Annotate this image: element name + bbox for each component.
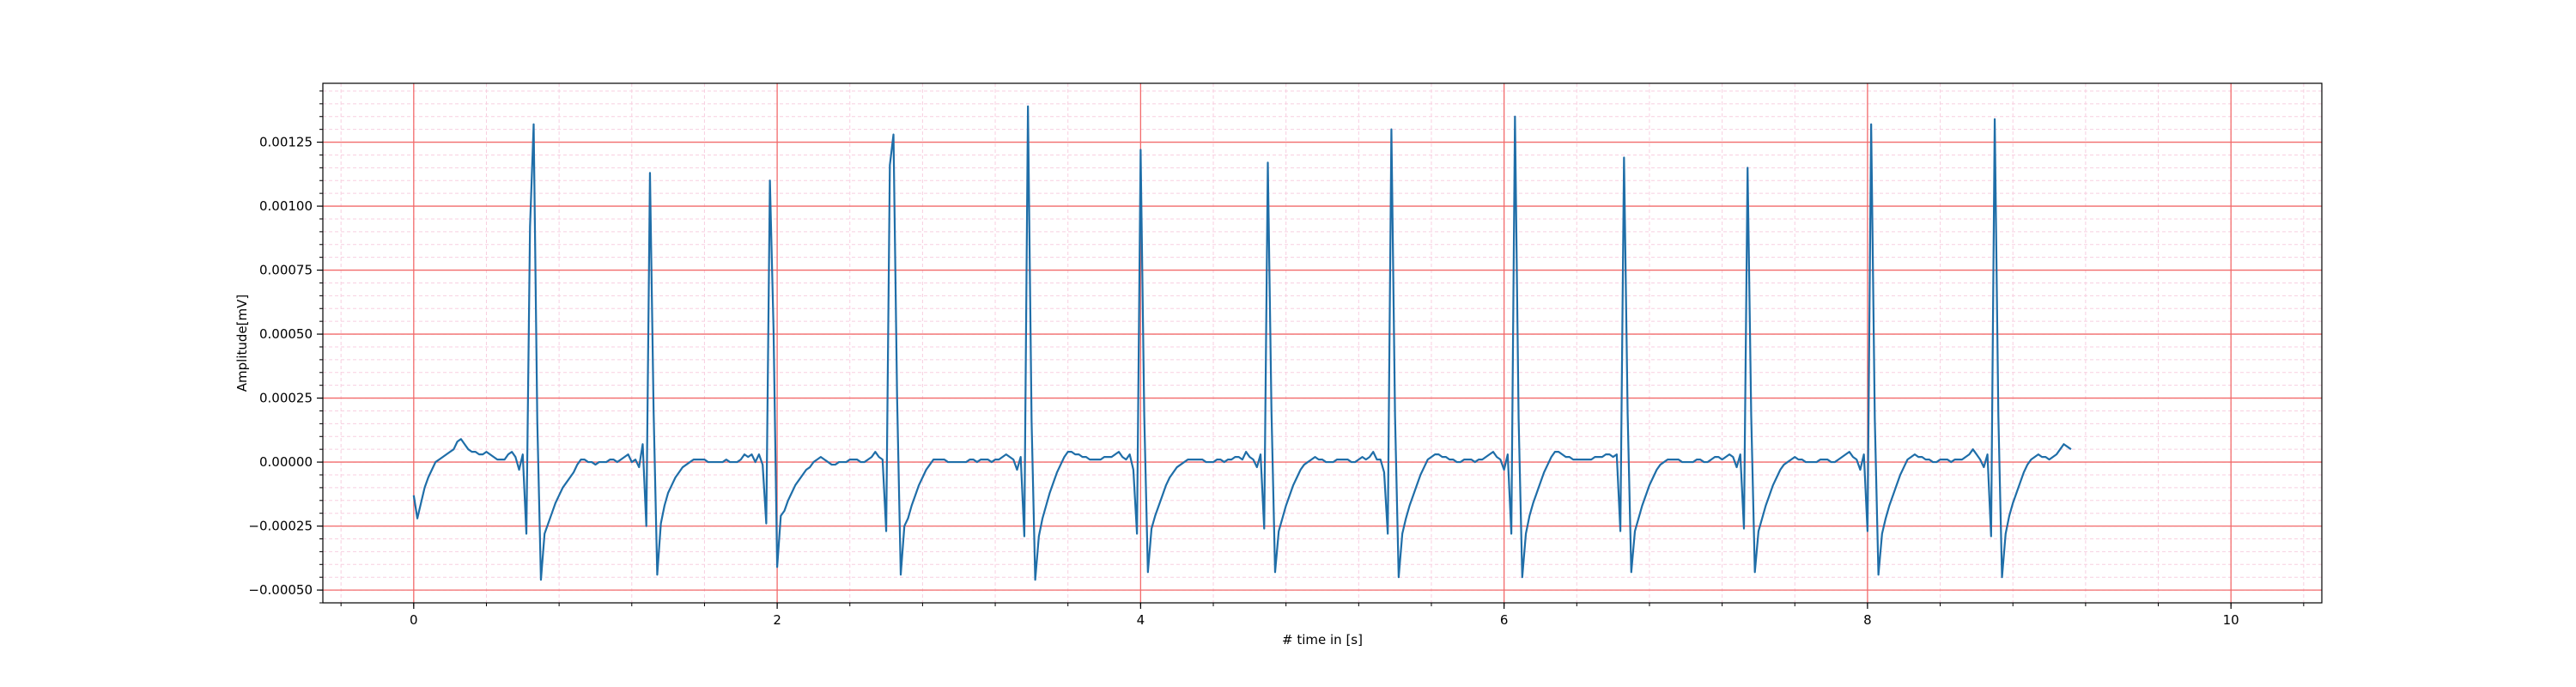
- series-layer: [412, 105, 2072, 581]
- y-axis-label: Amplitude[mV]: [234, 295, 250, 392]
- y-tick-label: −0.00050: [248, 582, 313, 598]
- x-tick-label: 6: [1500, 612, 1509, 628]
- y-tick-label: 0.00050: [259, 326, 313, 342]
- x-tick-label: 2: [773, 612, 781, 628]
- x-tick-label: 0: [410, 612, 418, 628]
- x-tick-label: 4: [1137, 612, 1145, 628]
- x-axis-ticks: 0 2 4 6 8 10: [340, 603, 2305, 628]
- x-tick-label: 10: [2223, 612, 2239, 628]
- y-tick-label: 0.00075: [259, 263, 313, 278]
- ecg-series-line: [412, 105, 2072, 581]
- y-tick-label: 0.00025: [259, 391, 313, 406]
- plot-frame: [322, 82, 2323, 604]
- x-tick-label: 8: [1863, 612, 1872, 628]
- y-axis-ticks: −0.00050 −0.00025 0.00000 0.00025 0.00050 0.0…: [248, 90, 323, 604]
- y-tick-label: −0.00025: [248, 519, 313, 534]
- y-tick-label: 0.00000: [259, 454, 313, 470]
- y-tick-label: 0.00100: [259, 198, 313, 214]
- x-axis-label: # time in [s]: [1282, 632, 1363, 647]
- y-tick-label: 0.00125: [259, 135, 313, 150]
